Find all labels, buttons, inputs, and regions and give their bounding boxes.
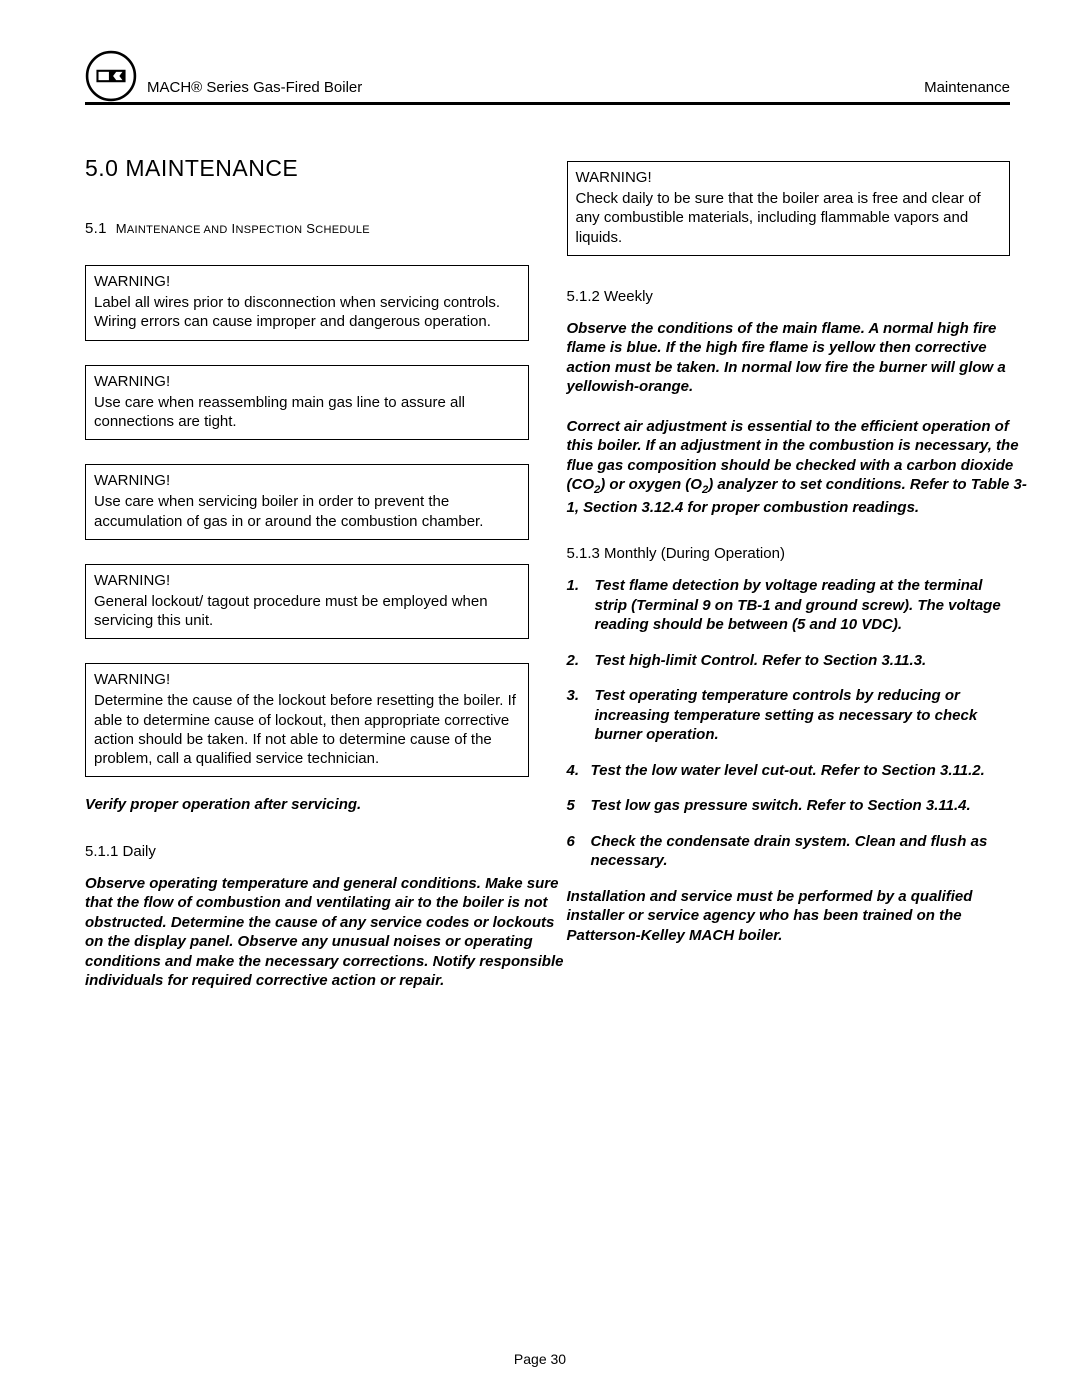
subsection-label: MAINTENANCE AND INSPECTION SCHEDULE [116, 221, 370, 236]
warning-box-3: WARNING! Use care when servicing boiler … [85, 464, 529, 540]
verify-text: Verify proper operation after servicing. [85, 795, 529, 815]
weekly-heading: 5.1.2 Weekly [567, 288, 1011, 305]
left-column: 5.0 MAINTENANCE 5.1 MAINTENANCE AND INSP… [85, 155, 529, 991]
monthly-item-4: 4.Test the low water level cut-out. Refe… [567, 761, 1011, 781]
page-header: MACH® Series Gas-Fired Boiler Maintenanc… [85, 50, 1010, 105]
weekly-p2: Correct air adjustment is essential to t… [567, 417, 1028, 518]
warning-text: Check daily to be sure that the boiler a… [576, 189, 1002, 247]
monthly-list: 1.Test flame detection by voltage readin… [567, 576, 1011, 871]
warning-text: Determine the cause of the lockout befor… [94, 691, 520, 768]
warning-text: Label all wires prior to disconnection w… [94, 293, 520, 331]
warning-box-5: WARNING! Determine the cause of the lock… [85, 663, 529, 777]
header-section: Maintenance [924, 79, 1010, 96]
warning-box-right: WARNING! Check daily to be sure that the… [567, 161, 1011, 256]
warning-label: WARNING! [576, 168, 1002, 187]
warning-box-2: WARNING! Use care when reassembling main… [85, 365, 529, 441]
warning-box-1: WARNING! Label all wires prior to discon… [85, 265, 529, 341]
warning-box-4: WARNING! General lockout/ tagout procedu… [85, 564, 529, 640]
page-footer: Page 30 [0, 1351, 1080, 1367]
warning-label: WARNING! [94, 471, 520, 490]
header-product: MACH® Series Gas-Fired Boiler [147, 79, 362, 96]
right-column: WARNING! Check daily to be sure that the… [567, 155, 1011, 991]
monthly-item-5: 5Test low gas pressure switch. Refer to … [567, 796, 1011, 816]
warning-label: WARNING! [94, 272, 520, 291]
warning-text: General lockout/ tagout procedure must b… [94, 592, 520, 630]
subsection-5-1: 5.1 MAINTENANCE AND INSPECTION SCHEDULE [85, 220, 529, 237]
daily-heading: 5.1.1 Daily [85, 843, 529, 860]
monthly-closing: Installation and service must be perform… [567, 887, 1011, 946]
warning-text: Use care when reassembling main gas line… [94, 393, 520, 431]
monthly-item-6: 6Check the condensate drain system. Clea… [567, 832, 1011, 871]
warning-label: WARNING! [94, 670, 520, 689]
pk-logo-icon [85, 50, 137, 102]
warning-label: WARNING! [94, 372, 520, 391]
monthly-item-3: 3.Test operating temperature controls by… [567, 686, 1011, 745]
content-columns: 5.0 MAINTENANCE 5.1 MAINTENANCE AND INSP… [85, 155, 1010, 991]
monthly-item-1: 1.Test flame detection by voltage readin… [567, 576, 1011, 635]
section-title: 5.0 MAINTENANCE [85, 155, 529, 182]
warning-label: WARNING! [94, 571, 520, 590]
subsection-num: 5.1 [85, 220, 107, 237]
monthly-heading: 5.1.3 Monthly (During Operation) [567, 545, 1011, 562]
daily-text: Observe operating temperature and genera… [85, 874, 564, 991]
warning-text: Use care when servicing boiler in order … [94, 492, 520, 530]
weekly-p1: Observe the conditions of the main flame… [567, 319, 1028, 397]
monthly-item-2: 2.Test high-limit Control. Refer to Sect… [567, 651, 1011, 671]
